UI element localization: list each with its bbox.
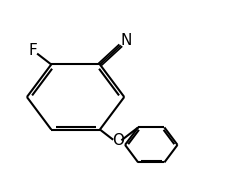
Text: F: F: [28, 43, 37, 58]
Text: O: O: [111, 133, 123, 148]
Text: N: N: [120, 33, 131, 48]
